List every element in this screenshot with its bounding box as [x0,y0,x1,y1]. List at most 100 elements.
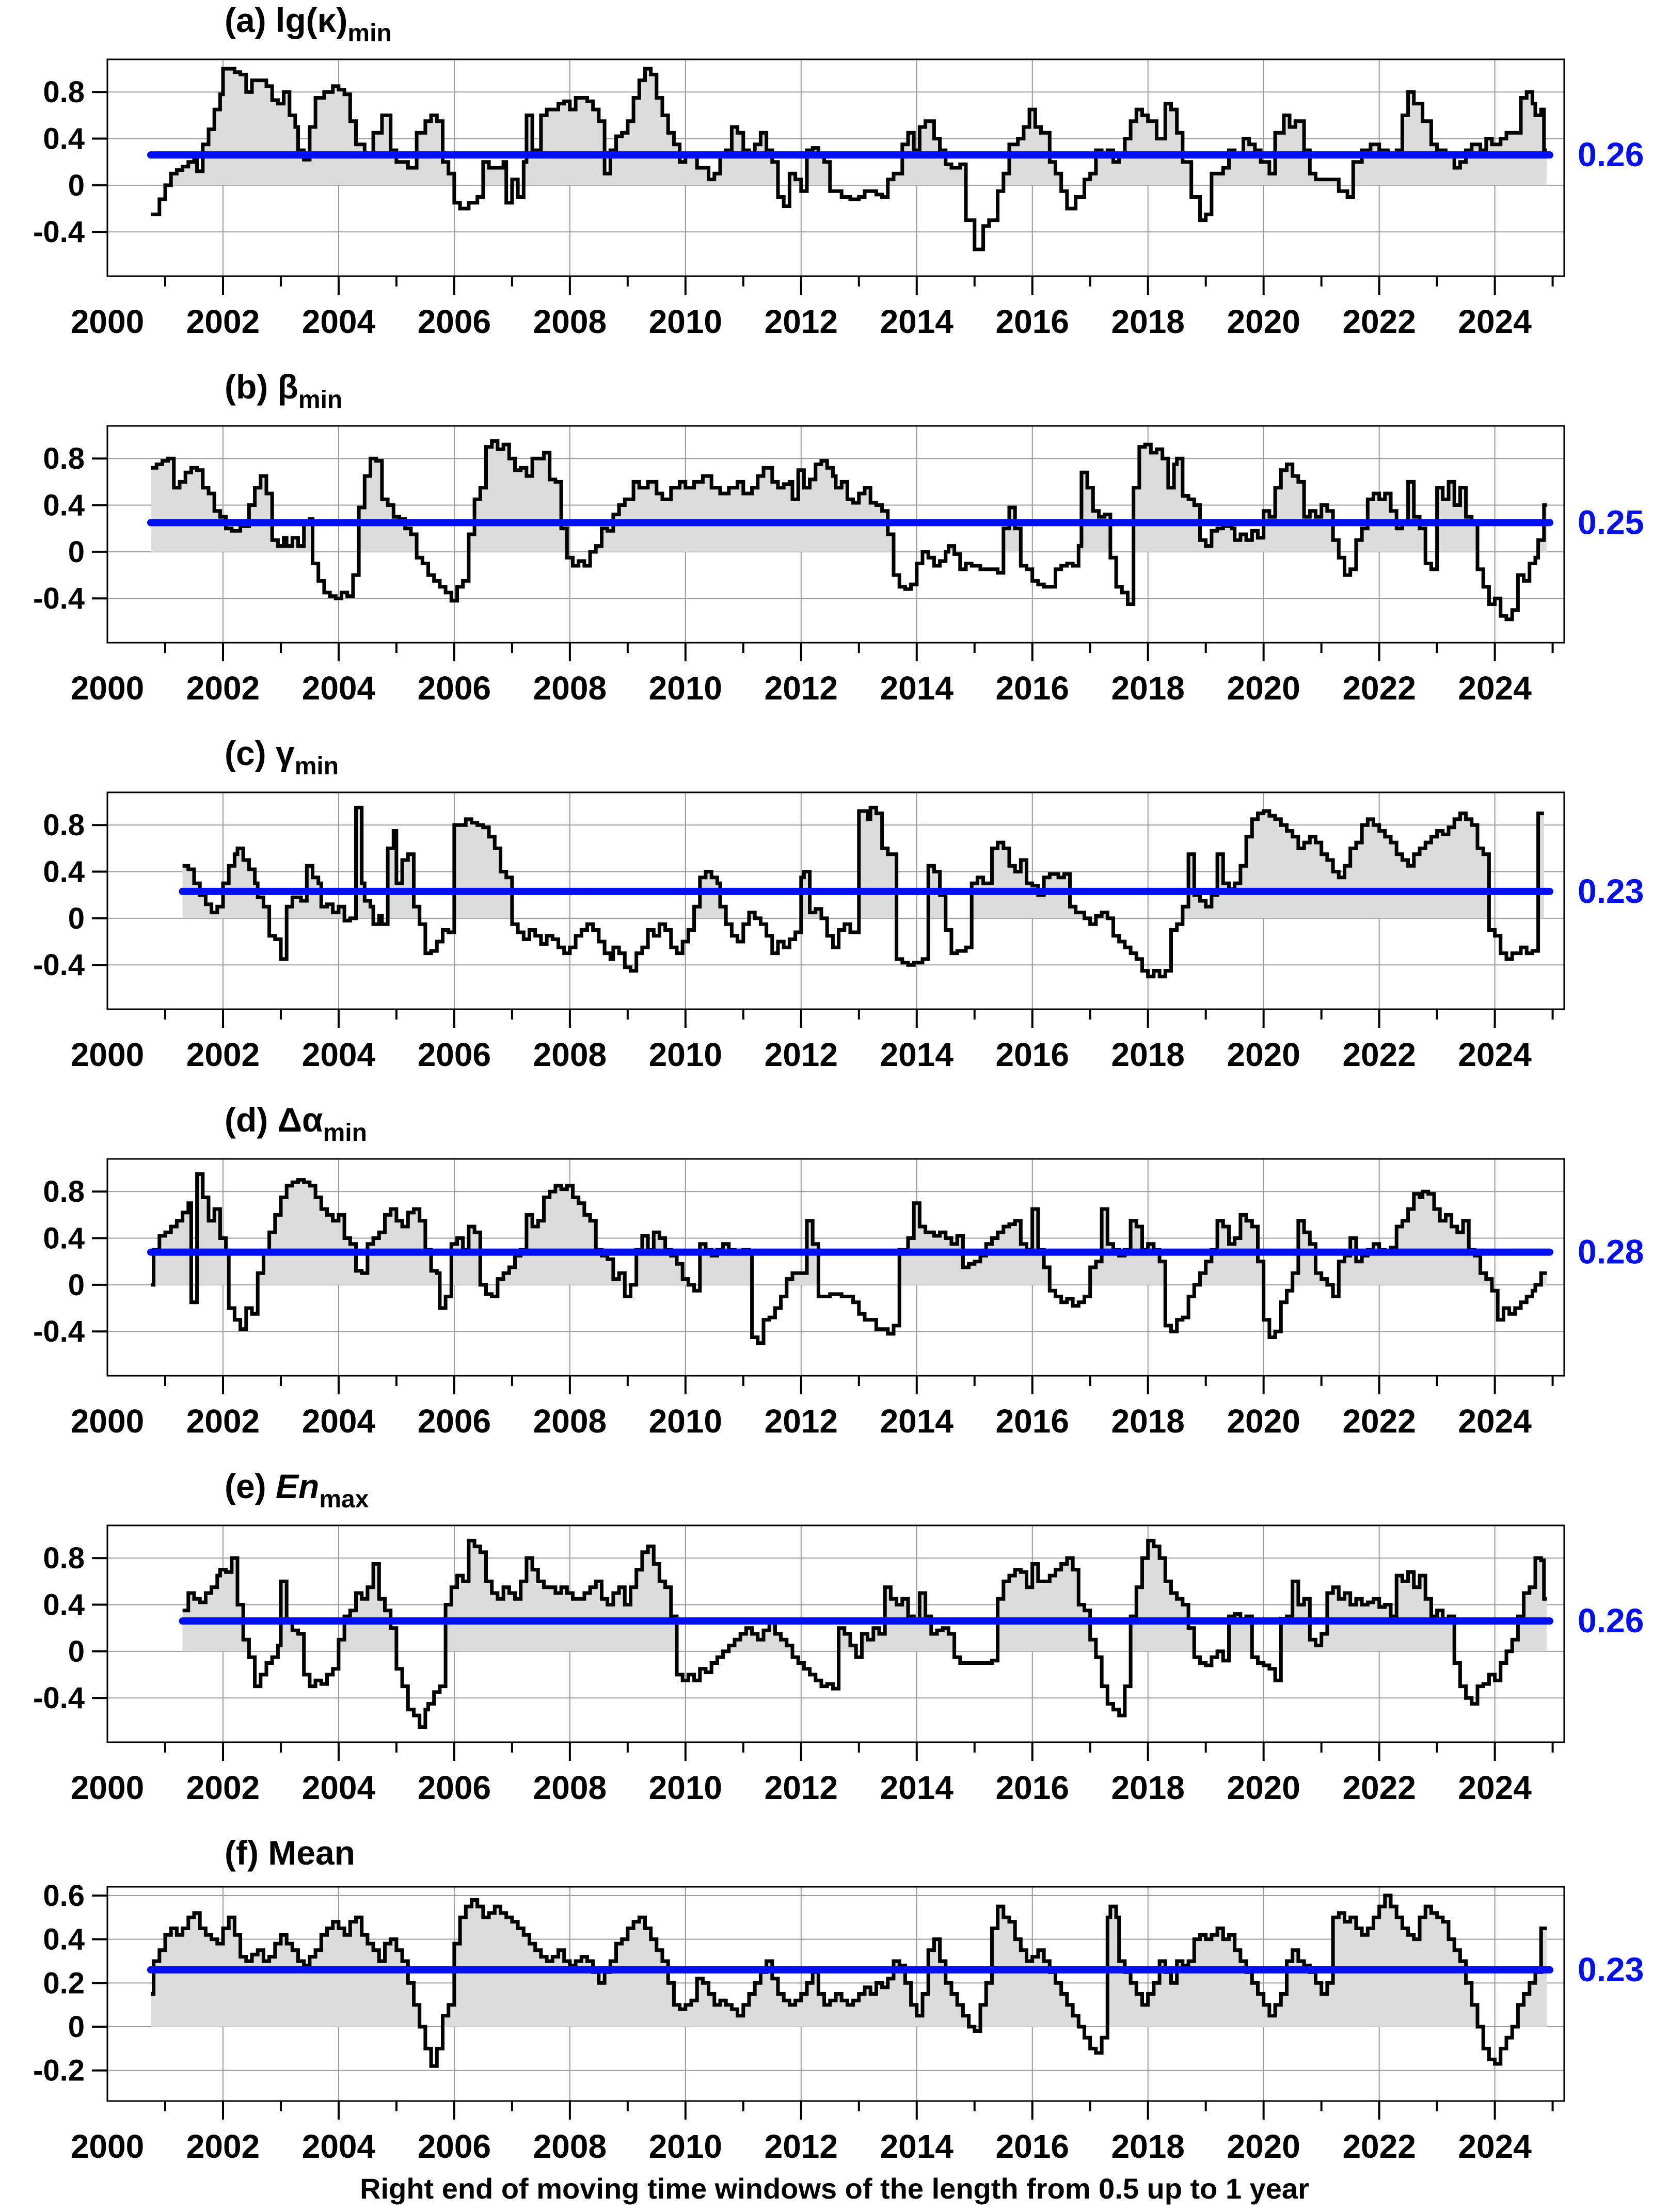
svg-text:2002: 2002 [186,1036,260,1073]
series-step-line [151,1172,1547,1345]
svg-text:2024: 2024 [1458,1769,1532,1806]
svg-text:-0.4: -0.4 [33,582,85,615]
svg-text:2010: 2010 [649,1036,722,1073]
svg-text:2018: 2018 [1111,1036,1185,1073]
svg-text:2020: 2020 [1227,303,1300,340]
svg-text:2024: 2024 [1458,303,1532,340]
svg-text:2004: 2004 [302,1769,376,1806]
svg-text:2022: 2022 [1342,1769,1416,1806]
series-fill [182,807,1544,918]
svg-text:-0.4: -0.4 [33,1681,85,1715]
y-tick-labels: 0.8 0.4 0 -0.4 [33,1175,85,1348]
svg-text:2004: 2004 [302,303,376,340]
panel-e: 0.8 0.4 0 -0.4 2000 2002 2004 2006 2008 2010 2012 2… [0,1466,1669,1833]
svg-text:0: 0 [68,1268,85,1302]
svg-text:2010: 2010 [649,1403,722,1440]
svg-text:2000: 2000 [71,670,144,707]
axes [92,1158,1565,1394]
svg-text:2004: 2004 [302,1036,376,1073]
svg-text:0.4: 0.4 [43,1588,85,1622]
svg-text:0.4: 0.4 [43,1923,85,1956]
x-axis-caption: Right end of moving time windows of the … [360,2172,1309,2205]
svg-text:2006: 2006 [418,303,491,340]
svg-text:2020: 2020 [1227,1403,1300,1440]
svg-text:2016: 2016 [996,1769,1069,1806]
panel-c: 0.8 0.4 0 -0.4 2000 2002 2004 2006 2008 2010 2012 2… [0,733,1669,1100]
mean-value-label: 0.26 [1578,135,1644,173]
panel-title: (b) βmin [225,368,342,413]
series-step-line [151,439,1547,622]
svg-text:2020: 2020 [1227,2128,1300,2165]
svg-text:2006: 2006 [418,1769,491,1806]
svg-text:-0.4: -0.4 [33,948,85,982]
svg-text:2024: 2024 [1458,2128,1532,2165]
svg-text:2008: 2008 [533,303,607,340]
svg-text:2002: 2002 [186,670,260,707]
x-tick-labels: 2000 2002 2004 2006 2008 2010 2012 2014 2016 2018… [71,670,1532,707]
svg-text:2000: 2000 [71,303,144,340]
svg-text:0: 0 [68,1635,85,1668]
y-tick-labels: 0.6 0.4 0.2 0 -0.2 [33,1879,85,2088]
series-fill [151,1895,1547,2027]
panel-title: (f) Mean [225,1834,355,1872]
mean-value-label: 0.25 [1578,503,1644,541]
svg-text:0: 0 [68,535,85,569]
svg-text:0: 0 [68,902,85,935]
y-tick-labels: 0.8 0.4 0 -0.4 [33,808,85,982]
svg-text:2016: 2016 [996,1403,1069,1440]
svg-text:0.8: 0.8 [43,75,85,109]
svg-text:0.2: 0.2 [43,1966,85,2000]
axes [92,1886,1565,2120]
panel-title: (c) γmin [225,734,339,780]
svg-text:0.8: 0.8 [43,1175,85,1208]
svg-text:0.4: 0.4 [43,122,85,156]
svg-text:2004: 2004 [302,1403,376,1440]
axes [92,1524,1565,1761]
svg-text:2012: 2012 [765,1036,838,1073]
svg-text:2016: 2016 [996,1036,1069,1073]
svg-text:2008: 2008 [533,670,607,707]
panel-title: (a) lg(κ)min [225,1,392,47]
svg-text:2022: 2022 [1342,1403,1416,1440]
svg-text:2004: 2004 [302,670,376,707]
svg-text:2020: 2020 [1227,670,1300,707]
svg-text:2004: 2004 [302,2128,376,2165]
svg-text:0.8: 0.8 [43,808,85,842]
svg-text:2000: 2000 [71,1036,144,1073]
svg-text:0.8: 0.8 [43,1541,85,1575]
svg-text:2008: 2008 [533,2128,607,2165]
series-fill [153,1174,1547,1285]
svg-text:2024: 2024 [1458,670,1532,707]
axes [92,791,1565,1028]
x-tick-labels: 2000 2002 2004 2006 2008 2010 2012 2014 2016 2018… [71,1403,1532,1440]
series-fill [171,69,1547,185]
svg-text:2014: 2014 [880,2128,954,2165]
svg-text:2000: 2000 [71,1403,144,1440]
x-tick-labels: 2000 2002 2004 2006 2008 2010 2012 2014 2016 2018… [71,303,1532,340]
panel-f: 0.6 0.4 0.2 0 -0.2 2000 2002 2004 2006 2008 2010 20… [0,1833,1669,2173]
svg-text:2002: 2002 [186,2128,260,2165]
svg-text:0: 0 [68,169,85,202]
svg-text:2010: 2010 [649,303,722,340]
svg-text:2008: 2008 [533,1769,607,1806]
svg-text:2000: 2000 [71,2128,144,2165]
svg-text:2014: 2014 [880,303,954,340]
svg-text:2022: 2022 [1342,670,1416,707]
svg-text:2000: 2000 [71,1769,144,1806]
svg-text:2014: 2014 [880,1036,954,1073]
svg-text:2010: 2010 [649,670,722,707]
svg-text:2014: 2014 [880,1403,954,1440]
svg-text:2018: 2018 [1111,303,1185,340]
svg-text:2022: 2022 [1342,303,1416,340]
svg-text:2012: 2012 [765,303,838,340]
svg-text:2018: 2018 [1111,2128,1185,2165]
svg-text:2016: 2016 [996,670,1069,707]
mean-value-label: 0.28 [1578,1233,1644,1271]
svg-text:2006: 2006 [418,2128,491,2165]
